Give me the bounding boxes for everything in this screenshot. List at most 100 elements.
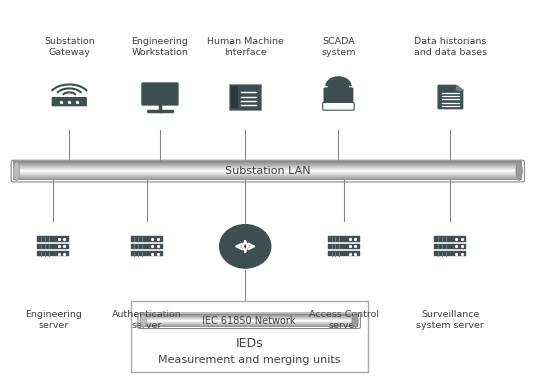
FancyBboxPatch shape <box>328 251 360 256</box>
Text: Access Control
server: Access Control server <box>309 310 379 331</box>
Text: Engineering
server: Engineering server <box>25 310 82 331</box>
Text: Engineering
Workstation: Engineering Workstation <box>132 37 188 57</box>
Bar <box>13 176 522 177</box>
FancyBboxPatch shape <box>434 244 466 249</box>
Bar <box>13 168 522 169</box>
Bar <box>140 316 358 317</box>
Bar <box>140 321 358 322</box>
Polygon shape <box>438 85 463 109</box>
Text: Data historians
and data bases: Data historians and data bases <box>414 37 487 57</box>
Bar <box>13 179 522 180</box>
Bar <box>140 319 358 320</box>
Bar <box>13 175 522 176</box>
Bar <box>13 179 522 180</box>
Bar <box>13 167 522 168</box>
Bar <box>13 178 522 179</box>
Bar <box>140 324 358 325</box>
FancyBboxPatch shape <box>434 236 466 242</box>
Bar <box>13 169 522 170</box>
Ellipse shape <box>220 225 271 268</box>
Bar <box>13 177 522 178</box>
Bar <box>140 324 358 325</box>
Circle shape <box>328 78 349 94</box>
Bar <box>140 324 358 325</box>
Text: Authentication
server: Authentication server <box>112 310 181 331</box>
Text: Substation LAN: Substation LAN <box>225 166 311 176</box>
Bar <box>13 168 522 169</box>
FancyBboxPatch shape <box>37 236 69 242</box>
Bar <box>140 320 358 321</box>
Bar <box>13 172 522 173</box>
FancyBboxPatch shape <box>52 97 87 106</box>
Bar <box>13 169 522 170</box>
FancyBboxPatch shape <box>131 244 163 249</box>
Bar <box>13 177 522 178</box>
Bar <box>140 314 358 315</box>
Text: Surveillance
system server: Surveillance system server <box>416 310 484 331</box>
Text: SCADA
system: SCADA system <box>321 37 356 57</box>
Bar <box>13 162 522 163</box>
Bar <box>140 325 358 326</box>
Bar <box>140 317 358 318</box>
Bar <box>140 316 358 317</box>
Bar <box>140 319 358 320</box>
Bar <box>140 320 358 321</box>
Bar <box>140 319 358 320</box>
Bar <box>13 171 522 172</box>
Bar <box>140 325 358 326</box>
Text: Measurement and merging units: Measurement and merging units <box>158 355 341 365</box>
Bar <box>140 326 358 327</box>
FancyBboxPatch shape <box>37 244 69 249</box>
Bar <box>140 315 358 316</box>
Bar <box>13 166 522 167</box>
Bar <box>140 322 358 323</box>
Bar <box>13 171 522 172</box>
Bar <box>13 168 522 169</box>
Bar <box>140 323 358 324</box>
Bar <box>13 172 522 173</box>
Bar <box>13 179 522 180</box>
FancyBboxPatch shape <box>37 251 69 256</box>
Bar <box>13 171 522 172</box>
Ellipse shape <box>140 315 147 327</box>
Bar <box>13 163 522 164</box>
FancyBboxPatch shape <box>328 236 360 242</box>
FancyBboxPatch shape <box>131 236 163 242</box>
Bar <box>140 322 358 323</box>
Bar <box>13 165 522 166</box>
Bar <box>140 323 358 324</box>
Bar <box>13 170 522 171</box>
Bar <box>140 318 358 319</box>
Text: IEDs: IEDs <box>236 337 263 350</box>
FancyBboxPatch shape <box>131 301 368 372</box>
Polygon shape <box>456 85 463 90</box>
Bar <box>13 164 522 165</box>
Bar <box>13 170 522 171</box>
Bar <box>13 166 522 167</box>
Bar <box>140 323 358 324</box>
Bar <box>140 318 358 319</box>
Bar <box>13 162 522 163</box>
FancyBboxPatch shape <box>328 244 360 249</box>
Bar <box>140 317 358 318</box>
Bar <box>13 174 522 175</box>
Bar <box>140 314 358 315</box>
Bar <box>140 321 358 322</box>
Ellipse shape <box>516 162 522 180</box>
FancyBboxPatch shape <box>229 84 261 110</box>
Bar <box>13 178 522 179</box>
FancyBboxPatch shape <box>324 87 353 104</box>
Bar <box>13 167 522 168</box>
Bar <box>140 321 358 322</box>
Bar <box>140 322 358 323</box>
Bar <box>13 173 522 174</box>
Bar <box>140 318 358 319</box>
Bar <box>13 165 522 166</box>
Bar <box>13 174 522 175</box>
FancyBboxPatch shape <box>231 86 238 108</box>
Bar <box>140 326 358 327</box>
Ellipse shape <box>352 315 358 327</box>
Bar <box>140 325 358 326</box>
FancyBboxPatch shape <box>131 251 163 256</box>
Ellipse shape <box>13 162 20 180</box>
